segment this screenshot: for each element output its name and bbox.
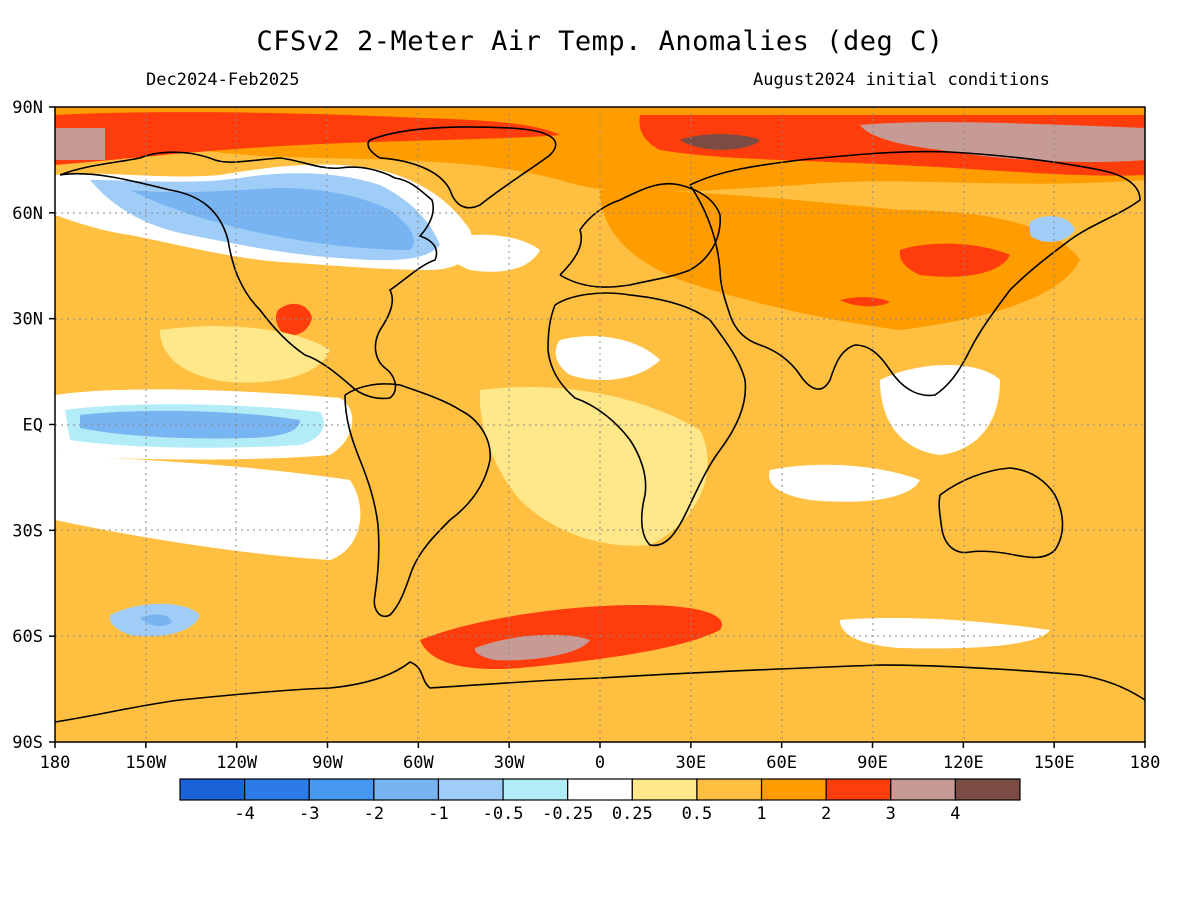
forecast-season-label: Dec2024-Feb2025 — [146, 70, 300, 90]
colorbar-label: -2 — [364, 804, 384, 824]
colorbar-label: -3 — [299, 804, 319, 824]
lat-tick-label: EQ — [23, 416, 43, 436]
lon-tick-label: 30E — [675, 753, 706, 773]
lon-tick-label: 90W — [312, 753, 343, 773]
colorbar-swatch — [502, 778, 569, 801]
lat-tick-label: 30S — [12, 521, 43, 541]
colorbar-swatch — [631, 778, 698, 801]
map-title: CFSv2 2-Meter Air Temp. Anomalies (deg C… — [256, 26, 944, 57]
colorbar-label: -1 — [428, 804, 448, 824]
colorbar-label: 0.5 — [682, 804, 713, 824]
colorbar-label: 4 — [950, 804, 960, 824]
lat-tick-label: 60N — [12, 204, 43, 224]
lon-tick-label: 180 — [40, 753, 71, 773]
colorbar-label: 2 — [821, 804, 831, 824]
colorbar-label: 1 — [756, 804, 766, 824]
coastlines — [55, 126, 1145, 723]
lon-tick-label: 180 — [1130, 753, 1161, 773]
colorbar-swatch — [567, 778, 633, 801]
colorbar-swatch — [308, 778, 375, 801]
initial-conditions-label: August2024 initial conditions — [753, 70, 1050, 90]
lat-tick-label: 30N — [12, 310, 43, 330]
lon-tick-label: 120W — [216, 753, 258, 773]
colorbar-label: -0.5 — [483, 804, 524, 824]
lat-lon-grid — [55, 107, 1145, 742]
lon-tick-label: 120E — [943, 753, 984, 773]
lat-tick-label: 60S — [12, 627, 43, 647]
lat-tick-label: 90S — [12, 733, 43, 753]
colorbar-swatch — [179, 778, 246, 801]
lon-tick-label: 60W — [403, 753, 434, 773]
colorbar-label: -4 — [234, 804, 254, 824]
colorbar-swatch — [890, 778, 956, 801]
colorbar-swatch — [244, 778, 310, 801]
colorbar-label: 0.25 — [612, 804, 653, 824]
lon-tick-label: 150W — [125, 753, 167, 773]
colorbar-swatch — [696, 778, 763, 801]
colorbar-swatch — [373, 778, 440, 801]
colorbar-swatch — [954, 778, 1021, 801]
lon-tick-label: 30W — [494, 753, 525, 773]
lon-tick-label: 60E — [766, 753, 797, 773]
colorbar-label: -0.25 — [542, 804, 593, 824]
lon-tick-label: 90E — [857, 753, 888, 773]
lon-tick-label: 0 — [595, 753, 605, 773]
colorbar-swatch — [825, 778, 892, 801]
colorbar-swatch — [760, 778, 827, 801]
lon-tick-label: 150E — [1034, 753, 1075, 773]
colorbar-label: 3 — [886, 804, 896, 824]
lat-tick-label: 90N — [12, 98, 43, 118]
colorbar-swatch — [437, 778, 504, 801]
